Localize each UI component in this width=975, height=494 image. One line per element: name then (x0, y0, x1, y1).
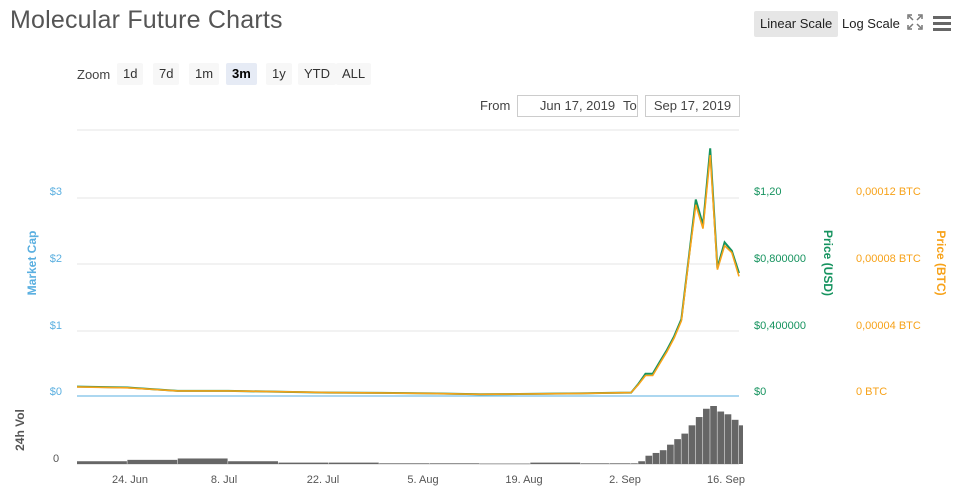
btc-axis-label: Price (BTC) (934, 230, 948, 295)
market-cap-tick: $1 (50, 320, 62, 332)
volume-bar (739, 425, 743, 464)
zoom-1d-button[interactable]: 1d (117, 63, 144, 85)
usd-axis-label: Price (USD) (821, 230, 835, 296)
volume-bar (530, 462, 581, 464)
volume-bar (580, 463, 609, 464)
zoom-label: Zoom (77, 67, 111, 82)
volume-bar (659, 450, 667, 464)
volume-bar (77, 461, 127, 464)
to-label: To (623, 98, 637, 113)
volume-bar (688, 425, 696, 464)
log-scale-button[interactable]: Log Scale (842, 16, 900, 31)
volume-bar (710, 406, 717, 464)
volume-bar (609, 463, 631, 464)
expand-icon[interactable] (907, 14, 923, 30)
zoom-ytd-button[interactable]: YTD (298, 63, 336, 85)
volume-bar (278, 462, 329, 464)
volume-bar (703, 408, 710, 464)
volume-bar (379, 463, 430, 464)
zoom-1y-button[interactable]: 1y (266, 63, 292, 85)
x-tick: 24. Jun (112, 474, 148, 486)
volume-bar (328, 462, 379, 464)
x-tick: 22. Jul (307, 474, 339, 486)
from-label: From (480, 98, 511, 113)
usd-tick: $0 (754, 386, 766, 398)
market-cap-tick: $0 (50, 386, 62, 398)
market-cap-axis-label: Market Cap (25, 231, 39, 296)
volume-bar (429, 463, 480, 464)
zoom-all-button[interactable]: ALL (336, 63, 372, 85)
btc-tick: 0,00004 BTC (856, 320, 921, 332)
zoom-1m-button[interactable]: 1m (189, 63, 220, 85)
usd-price-line (76, 148, 740, 396)
x-tick: 16. Sep (707, 474, 745, 486)
zoom-3m-button[interactable]: 3m (226, 63, 257, 85)
volume-bar (652, 452, 660, 464)
market-cap-tick: $2 (50, 253, 62, 265)
usd-tick: $1,20 (754, 186, 782, 198)
volume-axis-label: 24h Vol (13, 409, 27, 451)
volume-bar (638, 461, 645, 464)
volume-bar (667, 444, 674, 464)
volume-bar (177, 458, 228, 464)
from-date-input[interactable]: Jun 17, 2019 (517, 95, 638, 117)
x-tick: 8. Jul (211, 474, 237, 486)
zoom-7d-button[interactable]: 7d (153, 63, 180, 85)
volume-bar (228, 461, 278, 464)
volume-bar (681, 433, 689, 464)
page-title: Molecular Future Charts (10, 6, 283, 34)
linear-scale-button[interactable]: Linear Scale (754, 11, 839, 37)
volume-bar (731, 419, 739, 464)
volume-bar (674, 439, 681, 464)
volume-bar (631, 463, 638, 464)
x-tick: 5. Aug (407, 474, 438, 486)
x-tick: 19. Aug (505, 474, 542, 486)
btc-price-line (76, 155, 740, 396)
volume-bar (717, 411, 725, 464)
btc-tick: 0 BTC (856, 386, 887, 398)
usd-tick: $0,800000 (754, 253, 806, 265)
usd-tick: $0,400000 (754, 320, 806, 332)
to-date-input[interactable]: Sep 17, 2019 (645, 95, 740, 117)
btc-tick: 0,00012 BTC (856, 186, 921, 198)
volume-bar (724, 414, 732, 464)
volume-bar (127, 459, 178, 464)
x-tick: 2. Sep (609, 474, 641, 486)
volume-bar (479, 463, 530, 465)
volume-bar (645, 455, 653, 464)
volume-zero-tick: 0 (53, 453, 59, 465)
market-cap-tick: $3 (50, 186, 62, 198)
hamburger-icon[interactable] (932, 15, 952, 31)
volume-bar (695, 417, 703, 464)
btc-tick: 0,00008 BTC (856, 253, 921, 265)
